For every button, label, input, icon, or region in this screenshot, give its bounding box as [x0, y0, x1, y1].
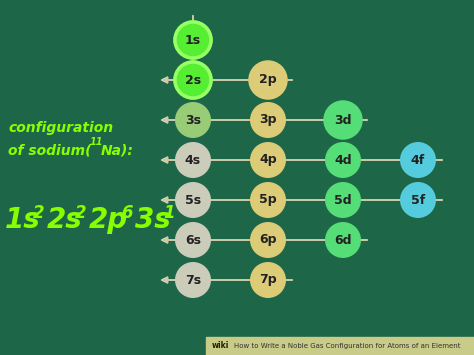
Circle shape: [400, 182, 436, 218]
Text: 2s: 2s: [185, 73, 201, 87]
Text: 11: 11: [90, 137, 103, 147]
Circle shape: [175, 222, 211, 258]
Bar: [206, 337, 474, 355]
Circle shape: [175, 262, 211, 298]
Text: 5d: 5d: [334, 193, 352, 207]
Text: 7s: 7s: [185, 273, 201, 286]
Text: 6: 6: [121, 204, 133, 222]
Text: 5f: 5f: [411, 193, 425, 207]
Text: 2s: 2s: [47, 206, 83, 234]
Text: 6s: 6s: [185, 234, 201, 246]
Text: 4f: 4f: [411, 153, 425, 166]
Text: 5s: 5s: [185, 193, 201, 207]
Circle shape: [400, 142, 436, 178]
Circle shape: [325, 102, 361, 138]
Text: 3s: 3s: [135, 206, 171, 234]
Circle shape: [250, 222, 286, 258]
Text: 3p: 3p: [259, 114, 277, 126]
Text: 5p: 5p: [259, 193, 277, 207]
Text: 1: 1: [163, 204, 174, 222]
Circle shape: [175, 62, 211, 98]
Text: 6d: 6d: [334, 234, 352, 246]
Circle shape: [250, 142, 286, 178]
Text: 1s: 1s: [5, 206, 41, 234]
Circle shape: [250, 262, 286, 298]
Circle shape: [325, 142, 361, 178]
Circle shape: [325, 182, 361, 218]
Circle shape: [250, 182, 286, 218]
Circle shape: [175, 102, 211, 138]
Text: wiki: wiki: [212, 342, 229, 350]
Text: 6p: 6p: [259, 234, 277, 246]
Text: 2: 2: [33, 204, 45, 222]
Circle shape: [250, 102, 286, 138]
Text: 1s: 1s: [185, 33, 201, 47]
Text: 2p: 2p: [259, 73, 277, 87]
Text: How to Write a Noble Gas Configuration for Atoms of an Element: How to Write a Noble Gas Configuration f…: [234, 343, 461, 349]
Text: 4d: 4d: [334, 153, 352, 166]
Text: 7p: 7p: [259, 273, 277, 286]
Text: 3d: 3d: [334, 114, 352, 126]
Text: 2p: 2p: [89, 206, 128, 234]
Circle shape: [175, 142, 211, 178]
Circle shape: [175, 182, 211, 218]
Text: 3s: 3s: [185, 114, 201, 126]
Circle shape: [175, 22, 211, 58]
Text: configuration: configuration: [8, 121, 113, 135]
Text: Na):: Na):: [101, 143, 134, 157]
Circle shape: [250, 62, 286, 98]
Text: 4s: 4s: [185, 153, 201, 166]
Text: 4p: 4p: [259, 153, 277, 166]
Circle shape: [325, 222, 361, 258]
Text: 2: 2: [75, 204, 87, 222]
Text: of sodium(: of sodium(: [8, 143, 91, 157]
